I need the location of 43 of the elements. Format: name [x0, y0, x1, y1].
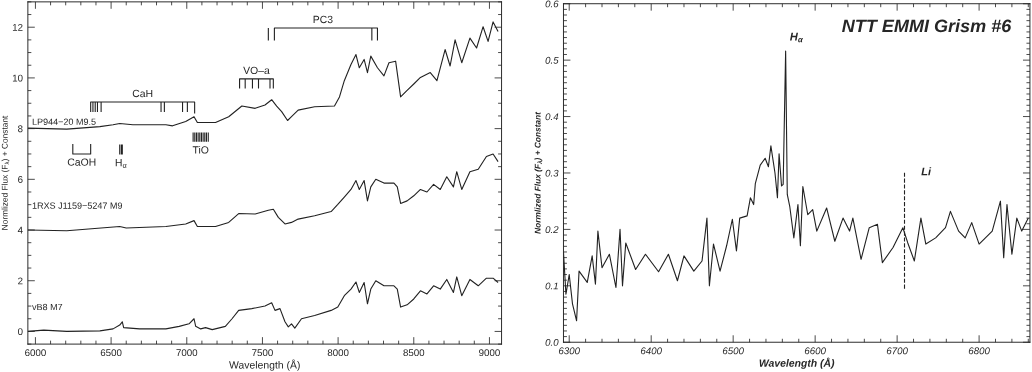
y-tick-label: 0.2 [545, 226, 559, 234]
annotation: vB8 M7 [32, 303, 63, 311]
x-axis-title: Wavelength (Å) [229, 359, 300, 371]
x-tick-label: 7000 [176, 349, 198, 357]
x-tick-label: 9000 [479, 349, 500, 357]
y-tick-label: 10 [12, 74, 23, 82]
annotation: TiO [192, 145, 209, 154]
y-tick-label: 0.1 [545, 282, 558, 290]
x-tick-label: 6500 [100, 349, 122, 357]
y-tick-label: 6 [18, 176, 23, 183]
annotation: PC3 [313, 15, 333, 24]
x-tick-label: 8000 [327, 349, 349, 357]
y-tick-label: 12 [12, 23, 23, 31]
annotation: NTT EMMI Grism #6 [842, 19, 1012, 33]
y-tick-label: 0.5 [545, 56, 559, 64]
annotation: VO–a [243, 66, 270, 75]
x-tick-label: 7500 [252, 349, 273, 357]
x-tick-label: 6600 [804, 347, 826, 355]
x-tick-label: 6300 [558, 347, 580, 355]
annotation: 1RXS J1159−5247 M9 [32, 202, 123, 209]
y-tick-label: 0.4 [545, 113, 559, 121]
annotation: H$_{α}$ [115, 159, 127, 168]
annotation: H$_{α}$ [790, 32, 804, 43]
annotation: Li [921, 167, 932, 176]
y-tick-label: 0.3 [545, 169, 559, 177]
annotation: CaH [132, 89, 153, 98]
y-tick-label: 8 [18, 125, 23, 133]
y-tick-label: 0.0 [545, 338, 559, 346]
y-tick-label: 4 [17, 226, 23, 234]
x-tick-label: 6800 [968, 347, 990, 355]
y-tick-label: 0 [17, 328, 23, 336]
y-axis-title: Normlized Flux (F$_{λ}$) + Constant [1, 115, 10, 230]
y-tick-label: 2 [18, 277, 23, 285]
y-tick-label: 0.6 [545, 0, 559, 8]
x-tick-label: 8500 [403, 349, 425, 357]
x-tick-label: 6700 [886, 347, 908, 355]
x-tick-label: 6000 [25, 349, 46, 357]
annotation: LP944−20 M9.5 [32, 118, 96, 125]
x-axis-title: Wavelength (Å) [759, 357, 835, 369]
x-tick-label: 6500 [722, 347, 744, 355]
x-tick-label: 6400 [640, 347, 662, 355]
annotation: CaOH [67, 158, 96, 166]
y-axis-title: Normlized Flux (F$_{λ}$) + Constant [534, 111, 543, 234]
